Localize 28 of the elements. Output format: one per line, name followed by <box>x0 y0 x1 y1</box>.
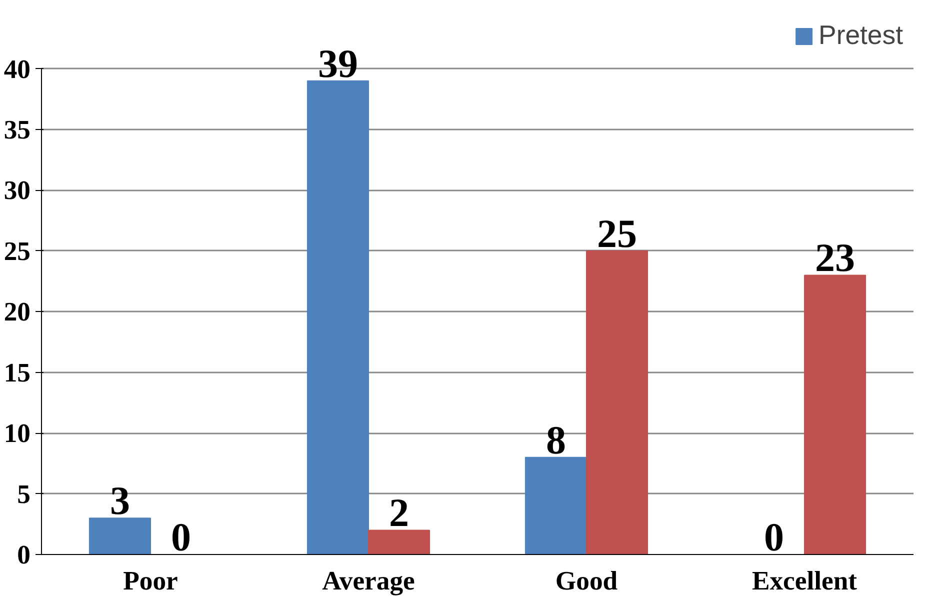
bar <box>524 456 587 554</box>
y-tick-label: 30 <box>4 175 30 206</box>
data-label: 0 <box>171 514 192 560</box>
y-tick-label: 35 <box>4 114 30 144</box>
bar <box>306 80 369 554</box>
data-label: 25 <box>597 210 638 256</box>
y-tick-label: 20 <box>4 296 30 327</box>
y-tick-label: 25 <box>4 236 30 266</box>
bar <box>586 250 648 554</box>
y-tick-label: 10 <box>4 418 30 448</box>
data-label: 39 <box>318 40 358 86</box>
bar <box>804 274 866 554</box>
legend-label: Pretest <box>818 20 903 51</box>
data-label: 23 <box>815 235 856 280</box>
data-label: 8 <box>546 417 566 462</box>
bar <box>368 530 430 554</box>
data-label: 3 <box>110 478 130 524</box>
y-tick-label: 0 <box>17 540 30 570</box>
x-tick-label: Good <box>555 566 618 596</box>
bar <box>88 518 151 554</box>
data-label: 0 <box>764 514 784 560</box>
y-tick-label: 5 <box>17 478 30 509</box>
y-tick-label: 40 <box>4 54 30 84</box>
x-tick-label: Excellent <box>752 566 858 596</box>
y-tick-label: 15 <box>4 357 30 388</box>
data-label: 2 <box>389 490 410 536</box>
x-tick-label: Average <box>322 566 416 596</box>
x-tick-label: Poor <box>123 566 178 596</box>
